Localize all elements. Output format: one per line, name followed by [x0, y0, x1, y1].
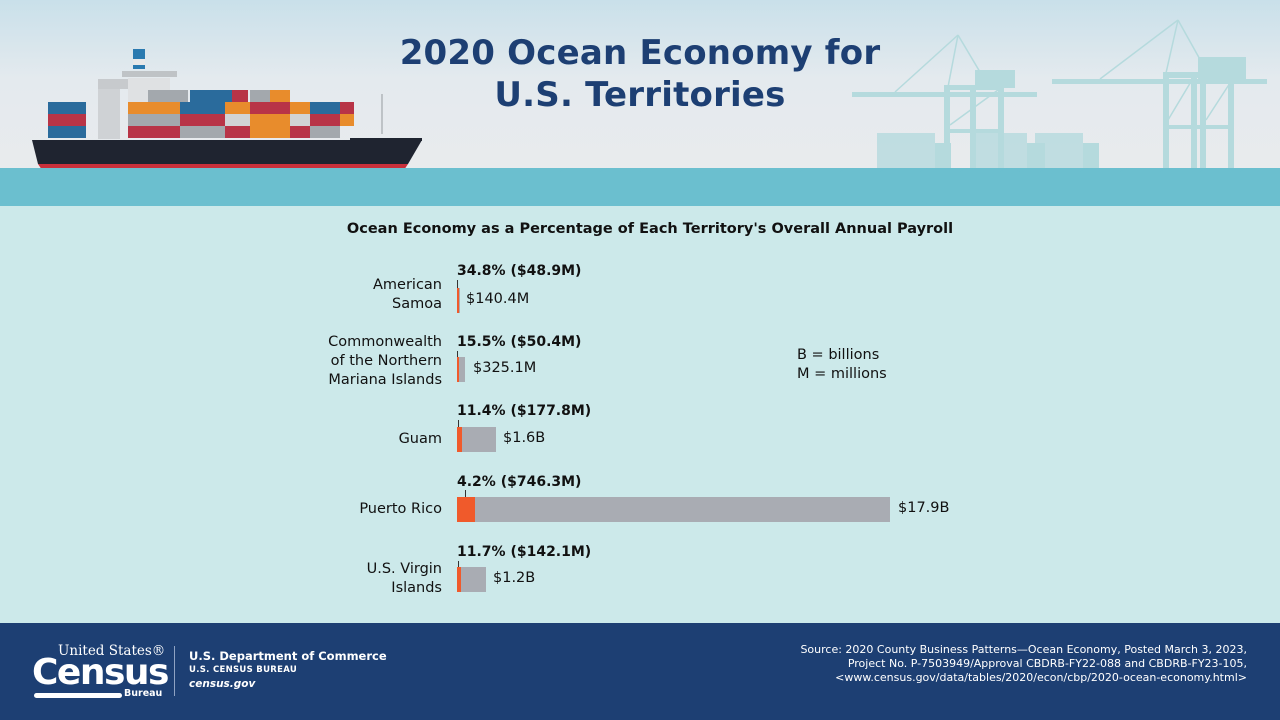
- cargo-ship-illustration: [32, 49, 422, 170]
- page-title: 2020 Ocean Economy for U.S. Territories: [340, 32, 940, 116]
- ocean-economy-bar: [457, 497, 475, 522]
- port-cranes-illustration: [852, 19, 1267, 173]
- legend-billions: B = billions: [797, 347, 880, 363]
- logo-census: Census: [32, 652, 169, 693]
- ocean-economy-label: 15.5% ($50.4M): [457, 334, 582, 350]
- tick-mark: [465, 490, 466, 500]
- chart-title: Ocean Economy as a Percentage of Each Te…: [346, 221, 954, 237]
- total-payroll-value: $325.1M: [473, 360, 537, 376]
- ocean-economy-bar: [457, 357, 459, 382]
- ocean-economy-label: 11.4% ($177.8M): [457, 403, 592, 419]
- logo-bureau: Bureau: [124, 688, 163, 699]
- total-payroll-bar: [457, 427, 496, 452]
- title-line-2: U.S. Territories: [494, 75, 786, 115]
- total-payroll-bar: [457, 357, 465, 382]
- ocean-economy-bar: [457, 288, 459, 313]
- website-link[interactable]: census.gov: [189, 678, 256, 690]
- logo-united-states: United States®: [58, 643, 166, 659]
- total-payroll-bar: [457, 497, 890, 522]
- department-name: U.S. Department of Commerce: [189, 649, 387, 663]
- row-label: Puerto Rico: [359, 501, 442, 517]
- legend-millions: M = millions: [797, 366, 887, 382]
- tick-mark: [457, 280, 458, 290]
- logo-underline: [34, 693, 122, 698]
- source-citation: Source: 2020 County Business Patterns—Oc…: [800, 643, 1247, 684]
- tick-mark: [458, 561, 459, 571]
- bureau-name: U.S. CENSUS BUREAU: [189, 665, 298, 675]
- ocean-economy-bar: [457, 427, 462, 452]
- source-url[interactable]: <www.census.gov/data/tables/2020/econ/cb…: [835, 671, 1247, 684]
- row-label: Commonwealth of the Northern Mariana Isl…: [328, 334, 442, 388]
- ocean-economy-label: 34.8% ($48.9M): [457, 263, 582, 279]
- total-payroll-value: $140.4M: [466, 291, 530, 307]
- footer: United States® Census Bureau U.S. Depart…: [0, 623, 1280, 720]
- row-label: American Samoa: [372, 277, 442, 312]
- tick-mark: [457, 351, 458, 361]
- ocean-economy-bar: [457, 567, 461, 592]
- row-label: Guam: [398, 431, 442, 447]
- total-payroll-bar: [457, 567, 486, 592]
- chart-background: [0, 206, 1280, 624]
- wave-top: [0, 168, 1280, 172]
- row-label: U.S. Virgin Islands: [366, 561, 442, 596]
- wave-bottom: [0, 200, 1280, 204]
- ocean-economy-label: 4.2% ($746.3M): [457, 474, 582, 490]
- title-line-1: 2020 Ocean Economy for: [399, 33, 881, 73]
- tick-mark: [458, 420, 459, 430]
- footer-divider: [174, 646, 175, 696]
- units-legend: B = billions M = millions: [797, 346, 887, 384]
- total-payroll-value: $1.2B: [493, 570, 536, 586]
- ocean-economy-label: 11.7% ($142.1M): [457, 544, 592, 560]
- total-payroll-value: $1.6B: [503, 430, 546, 446]
- census-logo[interactable]: United States® Census Bureau: [32, 643, 169, 699]
- total-payroll-value: $17.9B: [898, 500, 950, 516]
